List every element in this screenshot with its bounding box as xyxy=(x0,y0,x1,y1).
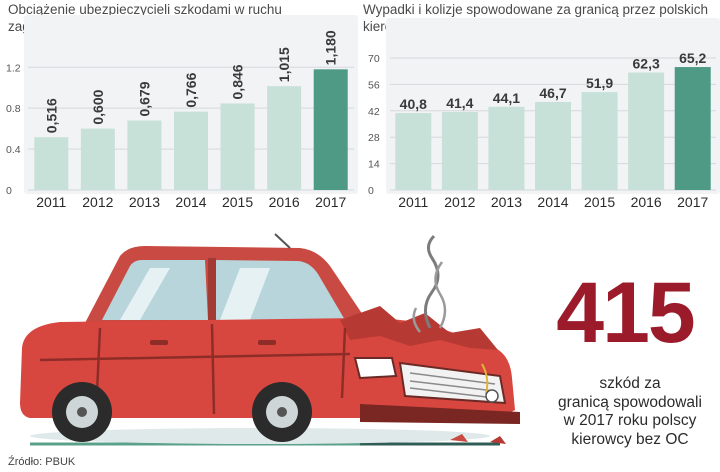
x-tick-label: 2016 xyxy=(269,194,300,210)
y-tick-label: 0.4 xyxy=(6,144,21,156)
bar xyxy=(395,113,432,190)
bar xyxy=(628,72,665,190)
right-bar-chart: 0 14 28 42 56 70 2011 2012 2013 2014 2015 2016 2017 4… xyxy=(368,18,720,210)
data-label: 0,516 xyxy=(43,98,59,133)
y-tick-label: 56 xyxy=(368,79,380,91)
x-tick-label: 2017 xyxy=(315,194,346,210)
y-tick-label: 42 xyxy=(368,106,380,118)
y-tick-label: 0 xyxy=(368,185,374,197)
x-tick-label: 2012 xyxy=(444,194,475,210)
x-tick-label: 2013 xyxy=(129,194,160,210)
source-note: Źródło: PBUK xyxy=(8,456,76,468)
x-tick-label: 2017 xyxy=(677,194,708,210)
bar xyxy=(674,67,711,190)
x-tick-label: 2012 xyxy=(82,194,113,210)
left-bar-chart: 0 0.4 0.8 1.2 2011 2012 2013 2014 2015 2016 2017 0,… xyxy=(6,15,358,210)
bar xyxy=(488,106,525,190)
data-label: 0,846 xyxy=(230,64,246,99)
data-label: 40,8 xyxy=(400,96,427,112)
crashed-car-illustration xyxy=(20,233,520,446)
bar xyxy=(220,103,255,190)
data-label: 41,4 xyxy=(446,95,473,111)
y-tick-label: 14 xyxy=(368,159,380,171)
bar xyxy=(313,69,348,190)
y-tick-label: 1.2 xyxy=(6,62,21,74)
x-tick-label: 2011 xyxy=(36,194,66,210)
bar xyxy=(267,86,302,190)
data-label: 0,679 xyxy=(136,81,152,116)
caption-line: kierowcy bez OC xyxy=(571,430,689,448)
data-label: 0,600 xyxy=(90,89,106,124)
data-label: 46,7 xyxy=(539,85,566,101)
data-label: 62,3 xyxy=(633,56,660,72)
caption-line: szkód za xyxy=(599,375,661,392)
y-tick-label: 28 xyxy=(368,132,380,144)
x-tick-label: 2016 xyxy=(631,194,662,210)
x-tick-label: 2015 xyxy=(222,194,253,210)
data-label: 51,9 xyxy=(586,75,613,91)
y-tick-label: 0.8 xyxy=(6,103,21,115)
bar xyxy=(127,120,162,190)
data-label: 1,015 xyxy=(276,47,292,82)
bar xyxy=(174,111,208,190)
y-tick-label: 0 xyxy=(6,185,12,197)
highlight-caption: szkód za granicą spowodowali w 2017 roku… xyxy=(530,375,720,449)
x-tick-label: 2014 xyxy=(537,194,568,210)
x-tick-label: 2013 xyxy=(491,194,522,210)
x-tick-label: 2011 xyxy=(398,194,428,210)
caption-line: granicą spowodowali xyxy=(558,393,702,411)
data-label: 0,766 xyxy=(183,72,199,107)
bar xyxy=(441,111,478,190)
y-tick-label: 70 xyxy=(368,53,380,65)
caption-line: w 2017 roku polscy xyxy=(563,412,697,429)
data-label: 65,2 xyxy=(679,50,706,66)
data-label: 1,180 xyxy=(323,30,339,65)
bar xyxy=(34,137,69,190)
bar xyxy=(80,128,115,190)
x-tick-label: 2014 xyxy=(175,194,206,210)
bar xyxy=(535,101,571,190)
bar xyxy=(581,92,618,190)
data-label: 44,1 xyxy=(493,90,520,106)
highlight-number: 415 xyxy=(556,265,696,361)
x-tick-label: 2015 xyxy=(584,194,615,210)
